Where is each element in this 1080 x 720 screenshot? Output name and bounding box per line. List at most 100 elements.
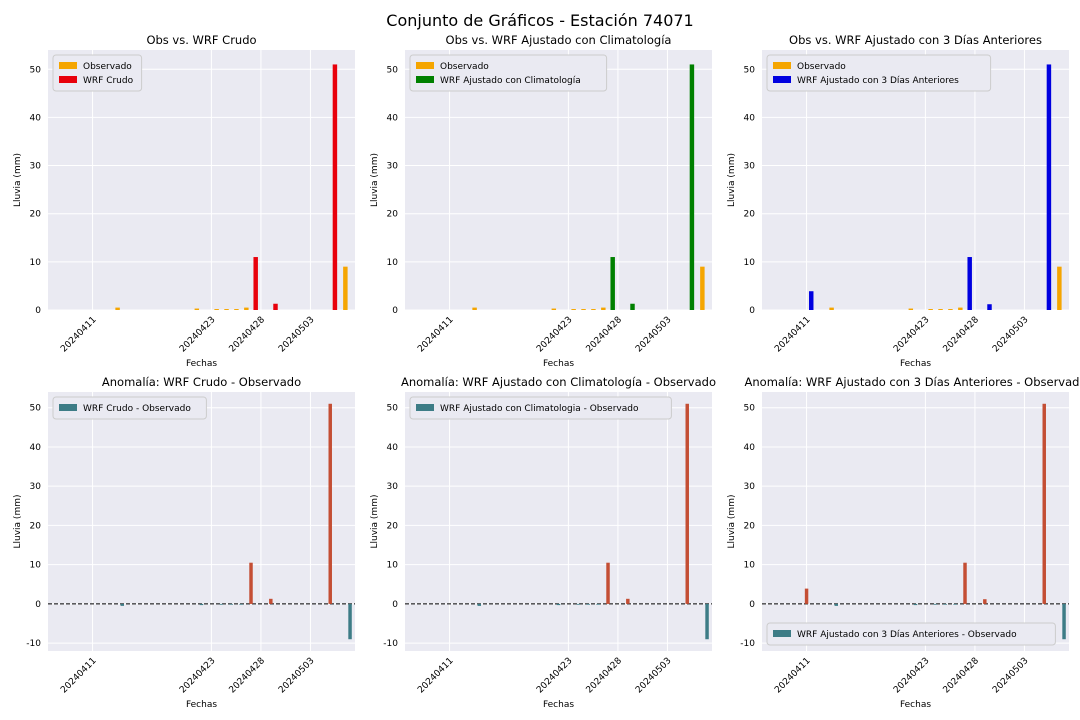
bar bbox=[689, 64, 695, 310]
bar bbox=[987, 304, 992, 310]
y-tick-label: 20 bbox=[387, 210, 399, 220]
y-tick-label: 20 bbox=[30, 521, 42, 531]
bar bbox=[343, 266, 348, 310]
x-tick-label: 20240423 bbox=[892, 656, 931, 695]
y-tick-label: 40 bbox=[387, 443, 399, 453]
bar bbox=[229, 603, 233, 605]
x-tick-label: 20240428 bbox=[228, 315, 268, 355]
x-tick-label: 20240503 bbox=[277, 656, 316, 695]
y-tick-label: 30 bbox=[744, 162, 756, 172]
chart-panel-4: -10 0 10 20 30 40 50 20240411 20240423 20240428 20… bbox=[13, 375, 355, 710]
legend: WRF Ajustado con Climatologia - Observad… bbox=[409, 396, 672, 420]
y-tick-label: 10 bbox=[744, 258, 756, 268]
y-tick-label: 0 bbox=[392, 306, 398, 316]
legend: Observado WRF Ajustado con 3 Días Anterio… bbox=[766, 54, 992, 92]
y-tick-label: 40 bbox=[744, 113, 756, 123]
x-tick-label: 20240423 bbox=[178, 315, 217, 354]
bar bbox=[685, 403, 689, 604]
plot-background bbox=[762, 50, 1069, 310]
x-tick-label: 20240423 bbox=[535, 656, 574, 695]
legend-swatch bbox=[416, 62, 434, 69]
bar bbox=[477, 603, 482, 606]
legend-swatch bbox=[416, 404, 434, 411]
chart-title: Anomalía: WRF Ajustado con Climatología … bbox=[401, 375, 716, 389]
bar bbox=[1057, 266, 1062, 310]
bar bbox=[938, 309, 943, 310]
bar bbox=[576, 603, 581, 605]
bar bbox=[948, 309, 953, 310]
y-tick-label: 10 bbox=[30, 258, 42, 268]
legend-box bbox=[409, 54, 608, 92]
bar bbox=[626, 598, 630, 604]
bar bbox=[1062, 603, 1066, 640]
y-tick-label: 30 bbox=[30, 482, 42, 492]
x-tick-label: 20240411 bbox=[59, 656, 98, 695]
bar bbox=[606, 562, 610, 604]
bar bbox=[933, 603, 938, 605]
x-tick-label: 20240428 bbox=[228, 656, 268, 696]
bar bbox=[601, 307, 606, 310]
y-tick-label: -10 bbox=[26, 639, 41, 649]
y-tick-label: -10 bbox=[740, 639, 755, 649]
bar bbox=[120, 603, 125, 606]
legend-label: Observado bbox=[797, 62, 846, 72]
y-axis-label: Lluvia (mm) bbox=[370, 495, 380, 549]
x-tick-label: 20240411 bbox=[773, 315, 812, 354]
x-tick-label: 20240423 bbox=[535, 315, 574, 354]
x-tick-label: 20240503 bbox=[634, 315, 673, 354]
bar bbox=[908, 308, 914, 310]
legend-swatch bbox=[59, 62, 77, 69]
plot-background bbox=[405, 392, 712, 651]
y-tick-label: 30 bbox=[387, 482, 399, 492]
bar bbox=[913, 603, 918, 606]
x-axis-label: Fechas bbox=[186, 700, 217, 710]
bar bbox=[224, 309, 229, 310]
x-tick-label: 20240503 bbox=[991, 656, 1030, 695]
chart-panel-6: -10 0 10 20 30 40 50 20240411 20240423 20240428 20… bbox=[727, 375, 1080, 710]
chart-panel-2: 0 10 20 30 40 50 20240411 20240423 20240428 20240… bbox=[370, 33, 712, 369]
bar bbox=[269, 598, 273, 604]
y-tick-label: 30 bbox=[744, 482, 756, 492]
legend-swatch bbox=[59, 404, 77, 411]
legend-swatch bbox=[773, 630, 791, 637]
bar bbox=[199, 603, 204, 606]
x-tick-label: 20240428 bbox=[585, 656, 625, 696]
chart-title: Obs vs. WRF Crudo bbox=[146, 33, 256, 47]
x-tick-label: 20240503 bbox=[277, 315, 316, 354]
bar bbox=[219, 603, 224, 605]
legend-box bbox=[766, 54, 992, 92]
bar bbox=[630, 303, 635, 310]
legend-label: WRF Ajustado con 3 Días Anteriores - Obs… bbox=[797, 630, 1017, 640]
y-tick-label: 20 bbox=[30, 210, 42, 220]
x-axis-label: Fechas bbox=[186, 359, 217, 369]
x-tick-label: 20240503 bbox=[991, 315, 1030, 354]
legend-label: WRF Ajustado con 3 Días Anteriores bbox=[797, 76, 959, 86]
y-tick-label: 50 bbox=[744, 65, 756, 75]
legend: WRF Crudo - Observado bbox=[52, 396, 207, 420]
bar bbox=[834, 603, 839, 606]
y-axis-label: Lluvia (mm) bbox=[727, 495, 737, 549]
bar bbox=[472, 307, 477, 310]
bar bbox=[967, 257, 972, 310]
bar bbox=[556, 603, 561, 606]
x-axis-label: Fechas bbox=[543, 700, 574, 710]
x-axis-label: Fechas bbox=[900, 359, 931, 369]
legend-label: WRF Ajustado con Climatologia - Observad… bbox=[440, 404, 639, 414]
plot-background bbox=[405, 50, 712, 310]
x-tick-label: 20240411 bbox=[416, 315, 455, 354]
bar bbox=[273, 303, 278, 310]
legend-label: Observado bbox=[83, 62, 132, 72]
legend: Observado WRF Crudo bbox=[52, 54, 143, 92]
bar bbox=[348, 603, 352, 640]
bar bbox=[586, 603, 590, 605]
y-axis-label: Lluvia (mm) bbox=[13, 495, 23, 549]
bar bbox=[809, 291, 814, 310]
bar bbox=[214, 309, 219, 310]
y-tick-label: 0 bbox=[749, 306, 755, 316]
bar bbox=[700, 266, 705, 310]
bar bbox=[253, 257, 258, 310]
bar bbox=[194, 308, 200, 310]
legend-label: WRF Crudo bbox=[83, 76, 134, 86]
y-tick-label: 20 bbox=[744, 521, 756, 531]
